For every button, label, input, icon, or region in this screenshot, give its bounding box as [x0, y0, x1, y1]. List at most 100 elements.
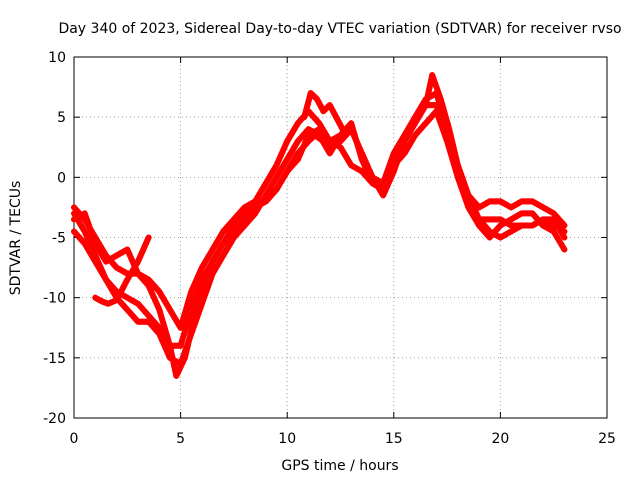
- data-point-marker: [172, 315, 179, 322]
- data-point-marker: [291, 144, 298, 151]
- data-point-marker: [280, 162, 287, 169]
- data-point-marker: [360, 154, 367, 161]
- data-point-marker: [253, 207, 260, 214]
- data-point-marker: [220, 252, 227, 259]
- data-point-marker: [304, 102, 311, 109]
- data-point-marker: [206, 264, 213, 271]
- data-point-marker: [166, 306, 173, 313]
- data-point-marker: [561, 246, 568, 253]
- data-point-marker: [461, 186, 468, 193]
- data-point-marker: [131, 264, 138, 271]
- data-point-marker: [380, 186, 387, 193]
- data-point-marker: [353, 138, 360, 145]
- data-point-marker: [275, 158, 282, 165]
- data-point-marker: [444, 126, 451, 133]
- data-point-marker: [282, 171, 289, 178]
- data-point-marker: [133, 261, 140, 268]
- data-point-marker: [227, 240, 234, 247]
- data-point-marker: [294, 156, 301, 163]
- data-point-marker: [550, 228, 557, 235]
- data-point-marker: [149, 290, 156, 297]
- data-point-marker: [427, 82, 434, 89]
- y-tick-label: -20: [43, 411, 66, 427]
- data-point-marker: [97, 267, 104, 274]
- data-point-marker: [291, 126, 298, 133]
- data-point-marker: [262, 180, 269, 187]
- data-point-marker: [94, 261, 101, 268]
- data-point-marker: [413, 111, 420, 118]
- data-point-marker: [156, 324, 163, 331]
- data-point-marker: [261, 183, 268, 190]
- data-point-marker: [170, 312, 177, 319]
- data-point-marker: [387, 170, 394, 177]
- data-point-marker: [342, 153, 349, 160]
- data-point-marker: [415, 108, 422, 115]
- data-point-marker: [179, 355, 186, 362]
- data-point-marker: [202, 270, 209, 277]
- data-point-marker: [396, 150, 403, 157]
- series-track-e: [92, 234, 152, 307]
- data-point-marker: [438, 108, 445, 115]
- data-point-marker: [184, 340, 191, 347]
- data-point-marker: [561, 222, 568, 229]
- data-point-marker: [90, 255, 97, 262]
- data-point-marker: [257, 189, 264, 196]
- data-point-marker: [99, 270, 106, 277]
- data-point-marker: [419, 102, 426, 109]
- data-point-marker: [285, 153, 292, 160]
- tick-labels: 0 5 10 15 20 25 -20 -15 -10 -5 0 5 10: [43, 50, 616, 447]
- data-point-marker: [156, 288, 163, 295]
- data-point-marker: [306, 94, 313, 101]
- data-point-marker: [275, 183, 282, 190]
- data-point-marker: [143, 238, 150, 245]
- y-tick-label: -5: [52, 231, 66, 247]
- data-point-marker: [317, 135, 324, 142]
- data-point-marker: [191, 296, 198, 303]
- data-point-marker: [81, 240, 88, 247]
- data-point-marker: [406, 126, 413, 133]
- data-point-marker: [430, 76, 437, 83]
- data-point-marker: [349, 130, 356, 137]
- data-point-marker: [211, 267, 218, 274]
- data-point-marker: [277, 180, 284, 187]
- data-point-marker: [440, 114, 447, 121]
- data-point-marker: [287, 132, 294, 139]
- data-point-marker: [273, 186, 280, 193]
- data-point-marker: [193, 315, 200, 322]
- data-point-marker: [163, 300, 170, 307]
- data-point-marker: [209, 258, 216, 265]
- data-point-marker: [190, 301, 197, 308]
- data-point-marker: [445, 132, 452, 139]
- data-point-marker: [90, 235, 97, 242]
- data-point-marker: [197, 305, 204, 312]
- data-point-marker: [204, 285, 211, 292]
- series-track-d: [71, 90, 568, 331]
- data-point-marker: [85, 220, 92, 227]
- data-point-marker: [207, 249, 214, 256]
- plot-frame: [73, 56, 608, 419]
- data-point-marker: [301, 140, 308, 147]
- x-tick-label: 10: [278, 431, 296, 447]
- data-point-marker: [243, 213, 250, 220]
- data-point-marker: [216, 246, 223, 253]
- data-point-marker: [405, 144, 412, 151]
- data-point-marker: [174, 318, 181, 325]
- x-axis-label: GPS time / hours: [281, 458, 398, 474]
- data-point-marker: [435, 96, 442, 103]
- data-point-marker: [552, 231, 559, 238]
- data-point-marker: [83, 215, 90, 222]
- data-point-marker: [456, 168, 463, 175]
- data-point-marker: [214, 249, 221, 256]
- data-point-marker: [193, 291, 200, 298]
- data-point-marker: [140, 246, 147, 253]
- data-point-marker: [385, 174, 392, 181]
- data-point-marker: [355, 142, 362, 149]
- data-point-marker: [127, 270, 134, 277]
- data-point-marker: [152, 298, 159, 305]
- data-point-marker: [154, 302, 161, 309]
- data-point-marker: [207, 275, 214, 282]
- data-point-marker: [168, 309, 175, 316]
- data-point-marker: [145, 234, 152, 241]
- data-point-marker: [277, 168, 284, 175]
